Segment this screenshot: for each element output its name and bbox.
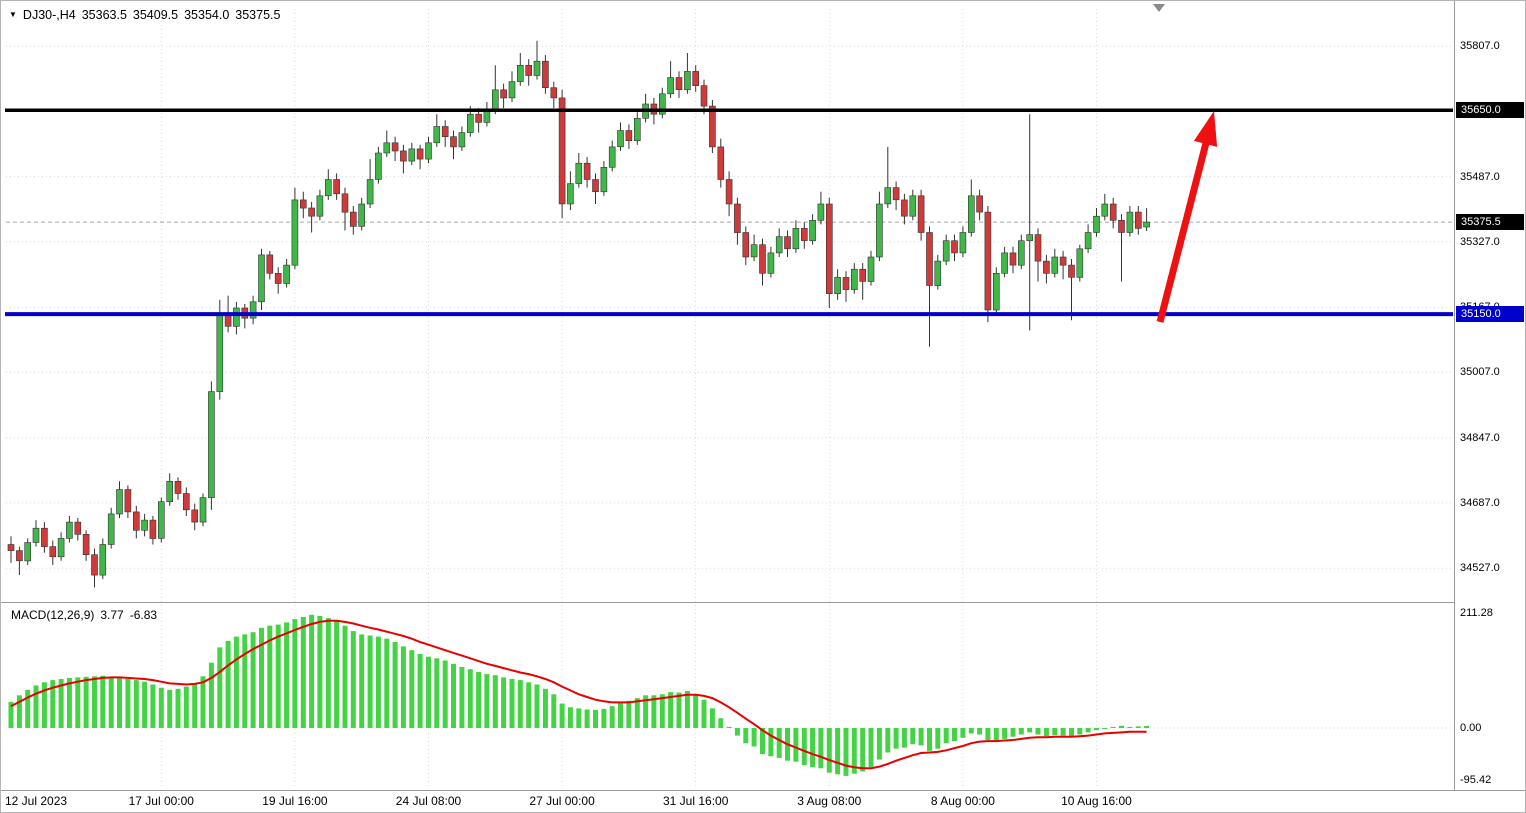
date-tick-label: 12 Jul 2023 bbox=[5, 794, 68, 808]
price-tick-label: 35327.0 bbox=[1460, 235, 1500, 248]
trend-arrow-head[interactable] bbox=[1193, 111, 1218, 147]
symbol-collapse-icon[interactable]: ▼ bbox=[9, 10, 17, 19]
date-tick-label: 19 Jul 16:00 bbox=[262, 794, 328, 808]
date-tick-label: 17 Jul 00:00 bbox=[128, 794, 194, 808]
macd-axis-zero-label: 0.00 bbox=[1460, 722, 1482, 734]
trend-arrow-shaft[interactable] bbox=[1156, 142, 1210, 323]
macd-histogram bbox=[8, 614, 1150, 776]
date-tick-label: 27 Jul 00:00 bbox=[529, 794, 595, 808]
ohlc-open: 35363.5 bbox=[81, 8, 127, 22]
date-tick-label: 3 Aug 08:00 bbox=[797, 794, 862, 808]
current-price-badge: 35375.5 bbox=[1456, 214, 1524, 231]
macd-indicator-header: MACD(12,26,9) 3.77 -6.83 bbox=[11, 608, 157, 622]
price-tick-label: 35807.0 bbox=[1460, 40, 1500, 53]
support-price-badge: 35150.0 bbox=[1456, 306, 1524, 323]
date-tick-label: 31 Jul 16:00 bbox=[662, 794, 729, 808]
price-tick-label: 35487.0 bbox=[1460, 170, 1500, 183]
macd-signal-value: -6.83 bbox=[129, 608, 158, 622]
date-tick-label: 24 Jul 08:00 bbox=[395, 794, 462, 808]
macd-value: 3.77 bbox=[100, 608, 124, 622]
price-tick-label: 34527.0 bbox=[1460, 562, 1500, 575]
chart-header: ▼ DJ30-,H4 35363.5 35409.5 35354.0 35375… bbox=[9, 8, 280, 22]
grid-lines bbox=[6, 9, 1453, 788]
ohlc-low: 35354.0 bbox=[184, 8, 230, 22]
price-tick-label: 34847.0 bbox=[1460, 431, 1500, 444]
candlesticks bbox=[7, 40, 1150, 588]
price-axis[interactable] bbox=[1455, 1, 1525, 790]
macd-axis-max-label: 211.28 bbox=[1460, 607, 1493, 619]
date-tick-label: 8 Aug 00:00 bbox=[930, 794, 995, 808]
ohlc-high: 35409.5 bbox=[132, 8, 179, 22]
price-tick-label: 34687.0 bbox=[1460, 496, 1500, 509]
chart-shift-marker-icon[interactable] bbox=[1153, 4, 1165, 12]
macd-signal-line bbox=[10, 619, 1147, 770]
macd-axis-min-label: -95.42 bbox=[1460, 773, 1492, 786]
time-axis[interactable]: 12 Jul 2023 17 Jul 00:00 19 Jul 16:00 24 Ju… bbox=[1, 791, 1525, 812]
price-tick-label: 35007.0 bbox=[1460, 366, 1500, 379]
pane-separators bbox=[1, 1, 1525, 791]
resistance-price-badge: 35650.0 bbox=[1456, 102, 1524, 119]
date-tick-label: 10 Aug 16:00 bbox=[1061, 794, 1132, 808]
ohlc-close: 35375.5 bbox=[235, 8, 281, 22]
symbol-period-label: DJ30-,H4 bbox=[22, 8, 76, 22]
macd-label: MACD(12,26,9) bbox=[11, 608, 95, 622]
